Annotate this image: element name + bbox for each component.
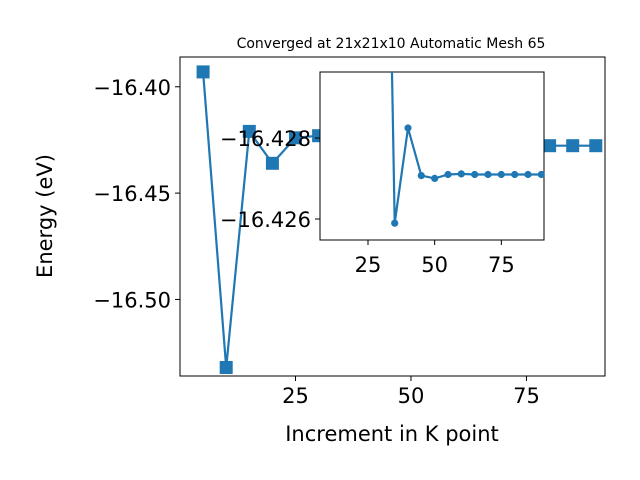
inset-data-point <box>391 219 399 227</box>
main-data-point <box>289 131 302 145</box>
inset-data-point <box>431 174 439 182</box>
main-y-axis: −16.40 −16.45 −16.50 <box>93 76 180 312</box>
inset-plot-area <box>319 71 545 241</box>
inset-data-point <box>444 170 452 179</box>
inset-y-tick-label: −16.428 <box>220 127 311 151</box>
inset-x-tick-label: 75 <box>488 253 515 277</box>
inset-y-tick-label: −16.426 <box>220 208 311 232</box>
inset-data-point <box>497 170 505 179</box>
y-tick-label: −16.45 <box>93 182 171 206</box>
main-data-point <box>265 156 279 170</box>
x-tick-label: 25 <box>282 384 309 408</box>
x-tick-label: 50 <box>398 384 425 408</box>
main-data-point <box>589 139 603 153</box>
y-tick-label: −16.40 <box>93 76 171 100</box>
main-data-point <box>196 65 210 79</box>
inset-series <box>390 72 545 227</box>
main-data-point <box>543 139 557 153</box>
inset-data-point <box>457 170 465 178</box>
inset-data-point <box>471 170 479 179</box>
inset-data-point <box>524 170 532 179</box>
inset-x-axis: 25 50 75 <box>355 240 515 277</box>
inset-y-axis: −16.428 −16.426 <box>220 127 320 232</box>
y-tick-label: −16.50 <box>93 288 171 312</box>
x-tick-label: 75 <box>513 384 540 408</box>
inset-data-point <box>417 172 425 180</box>
main-x-axis: 25 50 75 <box>282 376 540 408</box>
inset-x-tick-label: 25 <box>355 253 382 277</box>
x-axis-label: Increment in K point <box>285 422 499 446</box>
inset-data-point <box>484 170 492 179</box>
chart-title: Converged at 21x21x10 Automatic Mesh 65 <box>237 36 546 52</box>
inset-x-tick-label: 50 <box>421 253 448 277</box>
inset-data-point <box>511 170 519 179</box>
inset-data-point <box>404 124 412 132</box>
main-data-point <box>219 361 233 374</box>
main-data-point <box>242 124 256 138</box>
main-data-point <box>566 139 580 153</box>
y-axis-label: Energy (eV) <box>33 154 57 278</box>
inset-data-point <box>537 170 545 179</box>
